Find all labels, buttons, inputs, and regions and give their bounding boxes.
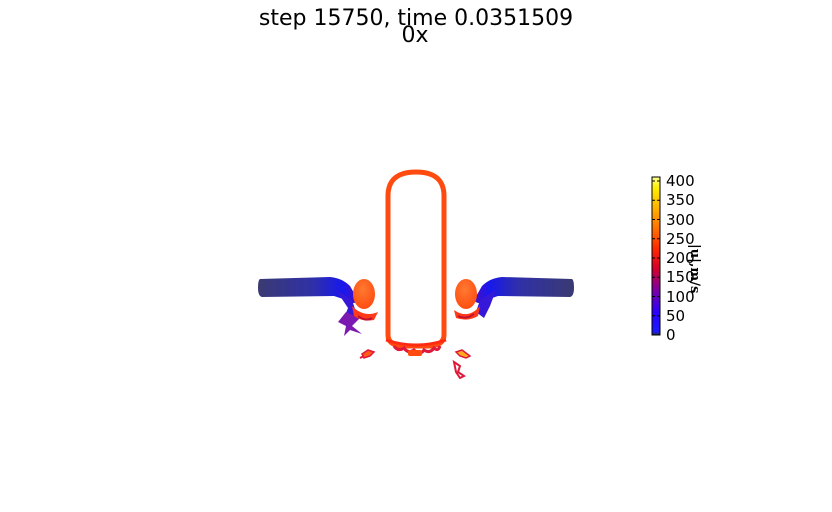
colorbar-tick-label: 400 <box>666 172 695 190</box>
colorbar-tick-label: 150 <box>666 268 695 287</box>
central-tube <box>385 169 447 356</box>
colorbar-tick-label: 250 <box>666 229 695 248</box>
colorbar-tick-label: 50 <box>666 306 686 325</box>
figure-title: step 15750, time 0.0351509 <box>258 6 574 31</box>
right-splash <box>452 349 472 380</box>
colorbar <box>651 176 661 336</box>
colorbar-tick-label: 350 <box>666 191 695 210</box>
colorbar-tick-label: 300 <box>666 210 695 229</box>
colorbar-label: |u|,m/s <box>687 244 702 294</box>
colorbar-tick-label: 0 <box>666 326 676 344</box>
colorbar-tick-label: 200 <box>666 249 695 267</box>
colorbar-tick-label: 100 <box>666 287 695 306</box>
right-arm <box>474 277 574 318</box>
right-bulb <box>454 279 480 320</box>
left-arm <box>258 277 362 336</box>
figure-subtitle: 0x <box>401 23 429 48</box>
left-bulb <box>352 279 378 321</box>
left-splash <box>359 349 376 359</box>
